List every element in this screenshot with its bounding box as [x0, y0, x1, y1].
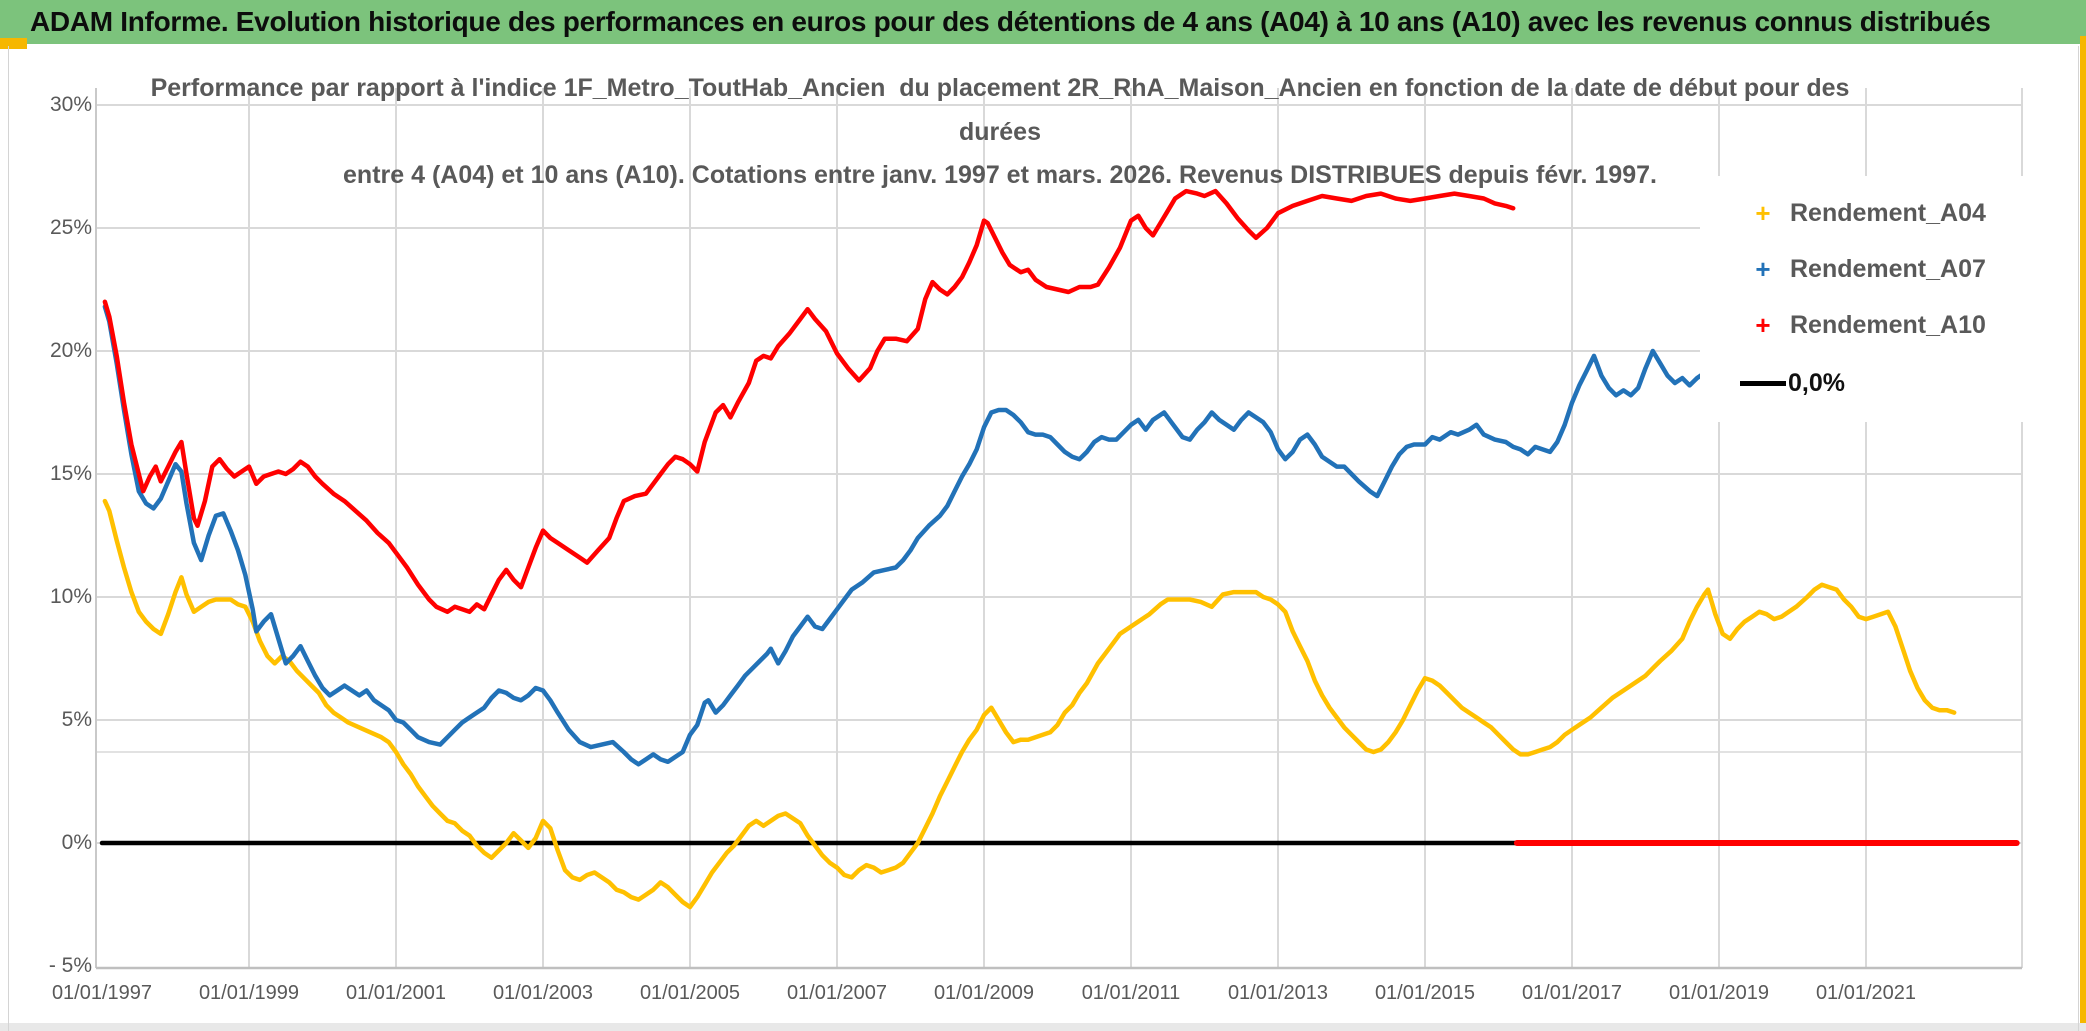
y-tick-label: 25%	[49, 216, 92, 239]
y-tick-label: 20%	[49, 339, 92, 362]
y-tick-label: 15%	[49, 462, 92, 485]
x-tick-label: 01/01/2003	[492, 982, 594, 1004]
legend-item-A04[interactable]: + Rendement_A04	[1740, 196, 1986, 230]
chart-title-line3: entre 4 (A04) et 10 ans (A10). Cotations…	[343, 161, 1657, 189]
x-tick-label: 01/01/2015	[1374, 982, 1476, 1004]
legend-label: Rendement_A10	[1790, 310, 1986, 339]
x-tick-label: 01/01/1999	[198, 982, 300, 1004]
y-tick-label: 5%	[61, 708, 92, 731]
legend-label: Rendement_A04	[1790, 198, 1986, 227]
x-tick-label: 01/01/2007	[786, 982, 888, 1004]
series-rendement-a07	[102, 304, 1722, 767]
x-tick-label: 01/01/2005	[639, 982, 741, 1004]
legend-item-A07[interactable]: + Rendement_A07	[1740, 252, 1986, 286]
chart-title-line2: durées	[959, 118, 1041, 146]
legend-plus-marker-icon: +	[1755, 254, 1771, 284]
series-rendement-a04	[102, 498, 1957, 910]
x-tick-label: 01/01/2017	[1521, 982, 1623, 1004]
legend-label: 0,0%	[1788, 368, 1845, 397]
legend-line-sample	[1740, 380, 1786, 386]
legend-plus-marker-icon: +	[1755, 310, 1771, 340]
legend-label: Rendement_A07	[1790, 254, 1986, 283]
header-banner: ADAM Informe. Evolution historique des p…	[0, 0, 2086, 44]
gold-accent-left	[0, 38, 27, 49]
bottom-edge	[0, 1023, 2086, 1031]
y-tick-label: 0%	[61, 831, 92, 854]
y-tick-label: 10%	[49, 585, 92, 608]
legend-plus-marker-icon: +	[1755, 198, 1771, 228]
x-tick-label: 01/01/2021	[1815, 982, 1917, 1004]
x-tick-label: 01/01/2019	[1668, 982, 1770, 1004]
x-tick-label: 01/01/1997	[51, 982, 153, 1004]
legend-item-zero[interactable]: 0,0%	[1740, 366, 1845, 400]
chart-border-right	[2078, 46, 2079, 1031]
page-title: ADAM Informe. Evolution historique des p…	[30, 6, 1991, 37]
x-tick-label: 01/01/2013	[1227, 982, 1329, 1004]
chart-border-left	[8, 46, 9, 1031]
gold-accent-right	[2080, 36, 2086, 1031]
legend-item-A10[interactable]: + Rendement_A10	[1740, 308, 1986, 342]
x-tick-label: 01/01/2011	[1081, 982, 1181, 1004]
y-tick-label: - 5%	[48, 954, 92, 977]
x-tick-label: 01/01/2001	[345, 982, 447, 1004]
series-rendement-a10	[102, 188, 1516, 615]
chart-legend[interactable]: + Rendement_A04 + Rendement_A07 + Rendement_A…	[1700, 176, 2078, 422]
x-tick-label: 01/01/2009	[933, 982, 1035, 1004]
y-tick-label: 30%	[49, 93, 92, 116]
chart-title-line1: Performance par rapport à l'indice 1F_Me…	[150, 74, 1850, 102]
